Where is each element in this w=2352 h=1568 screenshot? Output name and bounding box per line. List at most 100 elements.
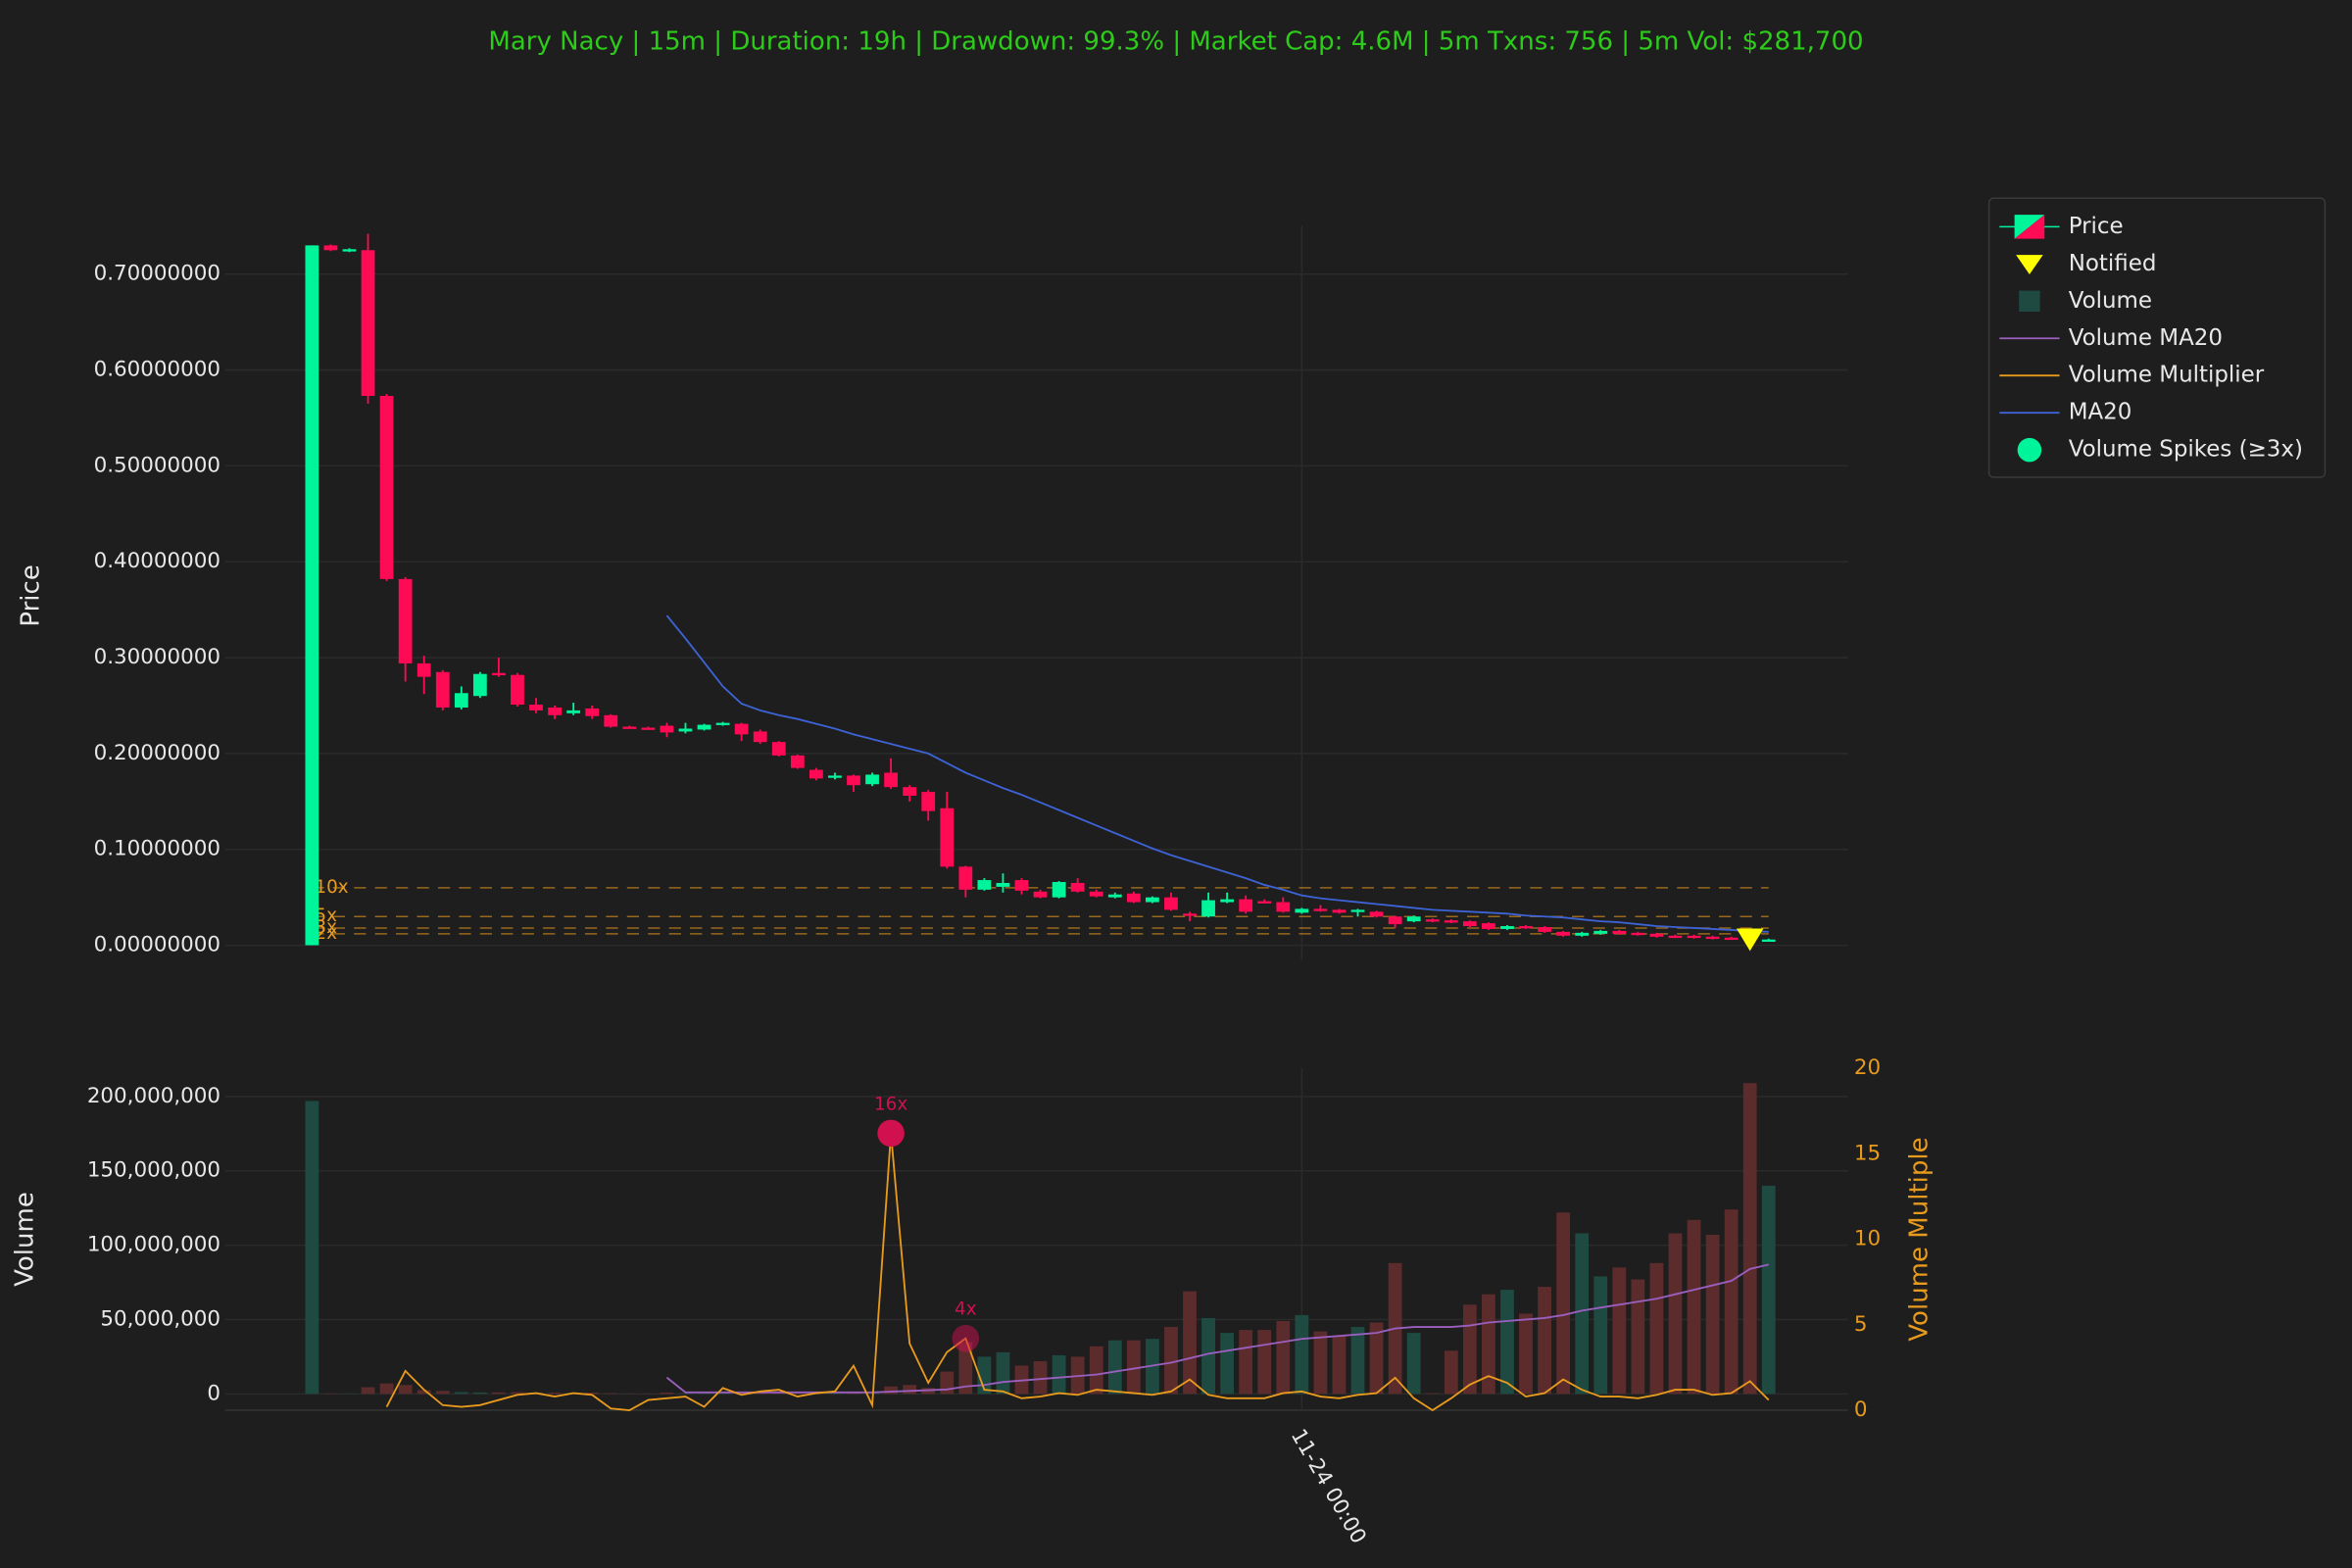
spike-marker: [952, 1324, 980, 1352]
candle-body: [1107, 894, 1122, 898]
candle-body: [1369, 911, 1384, 917]
candle-body: [678, 728, 693, 732]
volume-bar: [1538, 1287, 1551, 1395]
candle-body: [996, 882, 1010, 887]
volume-bar: [1183, 1291, 1197, 1395]
y-axis-title: Volume: [11, 1192, 40, 1287]
volume-bar: [1126, 1340, 1141, 1395]
legend-label: Volume Multiplier: [2069, 363, 2265, 388]
y-tick-label: 0.70000000: [94, 262, 220, 286]
volume-bar: [548, 1393, 562, 1395]
volume-bar: [1482, 1294, 1495, 1395]
y-tick-label: 0: [207, 1381, 220, 1405]
candle-body: [492, 672, 506, 676]
candle-body: [1631, 932, 1645, 936]
volume-bar: [435, 1391, 450, 1395]
candle-body: [1164, 897, 1178, 910]
candle-body: [566, 710, 581, 713]
y-tick-label: 200,000,000: [87, 1084, 220, 1108]
volume-bar: [828, 1393, 842, 1395]
volume-bar: [1107, 1340, 1122, 1395]
volume-bar: [1033, 1360, 1048, 1395]
legend-icon: [2016, 255, 2043, 275]
volume-bar: [790, 1393, 805, 1395]
volume-bar: [305, 1101, 319, 1395]
candle-body: [715, 722, 730, 725]
candle-body: [1014, 880, 1029, 891]
volume-bar: [1724, 1209, 1739, 1395]
volume-bar: [472, 1392, 487, 1395]
y-tick-label: 15: [1854, 1141, 1881, 1165]
candle-body: [1668, 935, 1683, 939]
y-tick-label: 0.40000000: [94, 549, 220, 573]
volume-bar: [1761, 1185, 1776, 1395]
candle-body: [1332, 909, 1347, 913]
candle-body: [529, 705, 543, 710]
legend-label: Volume MA20: [2069, 325, 2223, 351]
candle-body: [1406, 916, 1421, 922]
volume-bar: [678, 1393, 693, 1395]
candle-body: [1070, 882, 1085, 892]
candle-body: [1313, 908, 1328, 911]
candle-body: [1649, 933, 1664, 937]
candle-body: [884, 772, 898, 788]
volume-bar: [734, 1393, 749, 1395]
level-label: 3x: [315, 917, 337, 938]
volume-bar: [1612, 1267, 1627, 1395]
notified-marker: [1736, 928, 1764, 952]
volume-bar: [1742, 1083, 1757, 1395]
legend-label: MA20: [2069, 400, 2132, 425]
y-tick-label: 0.30000000: [94, 645, 220, 669]
volume-bar: [1500, 1290, 1514, 1395]
candle-body: [1126, 893, 1141, 903]
volume-bar: [940, 1371, 955, 1395]
volume-bar: [660, 1392, 674, 1395]
y-tick-label: 100,000,000: [87, 1233, 220, 1257]
candle-body: [790, 755, 805, 768]
legend-label: Volume Spikes (≥3x): [2069, 437, 2303, 463]
volume-bar: [604, 1393, 618, 1395]
volume-bar: [1295, 1314, 1309, 1395]
volume-bar: [697, 1393, 711, 1395]
volume-bar: [416, 1390, 431, 1395]
spike-label: 16x: [874, 1094, 907, 1114]
y-tick-label: 20: [1854, 1055, 1881, 1080]
candle-body: [548, 707, 562, 715]
spike-label: 4x: [955, 1299, 977, 1320]
candle-body: [398, 578, 413, 663]
volume-bar: [1257, 1330, 1272, 1395]
candle-body: [1239, 899, 1253, 912]
level-label: 2x: [315, 923, 337, 944]
candle-body: [1519, 926, 1533, 929]
candle-body: [734, 723, 749, 735]
volume-bar: [1425, 1393, 1440, 1395]
volume-bar: [1406, 1333, 1421, 1395]
candle-body: [847, 775, 860, 786]
candle-body: [1295, 908, 1309, 913]
candle-body: [808, 769, 823, 779]
volume-bar: [1631, 1279, 1645, 1395]
chart-title: Mary Nacy | 15m | Duration: 19h | Drawdo…: [488, 27, 1863, 57]
candle-body: [1183, 913, 1197, 916]
candle-body: [753, 731, 767, 743]
legend-icon: [2017, 437, 2042, 463]
candle-body: [1201, 900, 1215, 917]
volume-bar: [1332, 1336, 1347, 1395]
volume-bar: [1556, 1212, 1571, 1395]
y-tick-label: 0.50000000: [94, 453, 220, 477]
volume-bar: [1593, 1276, 1608, 1395]
y-tick-label: 0.00000000: [94, 933, 220, 957]
candle-body: [903, 787, 917, 796]
candle-body: [585, 708, 600, 716]
candle-body: [379, 395, 394, 579]
candle-body: [1500, 926, 1514, 929]
spike-marker: [877, 1119, 905, 1148]
y-tick-label: 0.10000000: [94, 837, 220, 861]
candle-body: [1444, 920, 1458, 923]
y2-axis-title: Volume Multiple: [1905, 1137, 1935, 1341]
y-tick-label: 50,000,000: [100, 1306, 220, 1331]
candle-body: [940, 808, 955, 867]
volume-bar: [1201, 1317, 1215, 1395]
